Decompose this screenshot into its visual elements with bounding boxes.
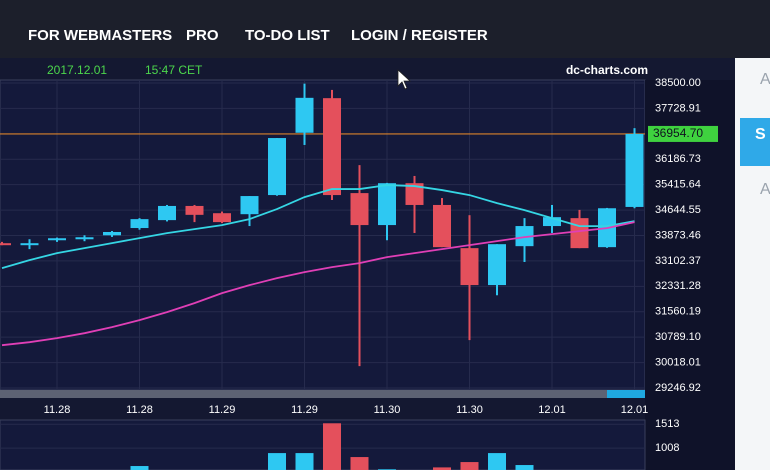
axes: 38500.00 37728.91 36186.73 35415.64 34644.55… xyxy=(44,77,718,454)
moving-average xyxy=(1,184,635,270)
y-tick-label: 34644.55 xyxy=(655,204,701,216)
candle-body xyxy=(213,213,231,223)
volume-tick-label: 1008 xyxy=(655,442,679,454)
candle-body xyxy=(570,218,589,249)
y-tick-label: 33102.37 xyxy=(655,255,701,267)
x-tick-label: 11.30 xyxy=(374,404,401,416)
candle-body xyxy=(460,248,479,286)
volume-bar xyxy=(460,462,479,470)
volume-bar xyxy=(488,453,506,470)
side-text: A xyxy=(760,181,770,198)
candle-body xyxy=(350,193,369,226)
volume-bar xyxy=(295,453,314,470)
volume-bar xyxy=(323,423,341,470)
candle-body xyxy=(0,243,11,246)
nav-link[interactable]: FOR WEBMASTERS xyxy=(28,27,172,44)
candle-body xyxy=(323,98,341,196)
side-button-text[interactable]: S xyxy=(755,126,766,143)
scrollbar[interactable] xyxy=(0,390,645,398)
nav-link[interactable]: PRO xyxy=(186,27,219,44)
cursor xyxy=(397,69,412,90)
x-tick-label: 11.28 xyxy=(44,404,71,416)
nav-link[interactable]: TO-DO LIST xyxy=(245,27,330,44)
volume-bar xyxy=(350,457,369,470)
y-tick-label: 38500.00 xyxy=(655,77,701,89)
candle-body xyxy=(405,183,424,205)
y-tick-label: 35415.64 xyxy=(655,179,701,191)
x-tick-label: 11.28 xyxy=(126,404,153,416)
y-tick-label: 30789.10 xyxy=(655,331,701,343)
current-price-box xyxy=(648,125,718,142)
plot xyxy=(0,80,645,390)
volume-bar xyxy=(433,467,451,470)
volume-bar xyxy=(268,453,286,470)
price-axis xyxy=(645,80,735,470)
current-price-label: 36954.70 xyxy=(653,126,703,140)
volume-area xyxy=(0,419,646,470)
candle-body xyxy=(20,243,39,246)
candle-body xyxy=(48,238,66,241)
candle-body xyxy=(625,133,644,207)
candle-body xyxy=(185,205,204,215)
x-tick-label: 11.29 xyxy=(291,404,318,416)
candle-body xyxy=(543,217,561,227)
candle-body xyxy=(268,138,286,196)
x-tick-label: 11.29 xyxy=(209,404,236,416)
y-tick-label: 37728.91 xyxy=(655,102,701,114)
moving-average xyxy=(1,221,635,347)
nav-link[interactable]: LOGIN / REGISTER xyxy=(351,27,488,44)
candle-body xyxy=(433,204,451,248)
candle-body xyxy=(515,226,534,247)
volume-bar xyxy=(515,465,534,470)
candle-body xyxy=(378,183,396,226)
candle-body xyxy=(488,244,506,286)
header-site: dc-charts.com xyxy=(566,63,648,77)
x-tick-label: 12.01 xyxy=(621,404,649,416)
y-tick-label: 31560.19 xyxy=(655,306,701,318)
candle-body xyxy=(295,97,314,133)
y-tick-label: 32331.28 xyxy=(655,280,701,292)
y-tick-label: 29246.92 xyxy=(655,382,701,394)
scrollbar-thumb[interactable] xyxy=(607,390,645,398)
candle-body xyxy=(130,219,149,229)
candle-body xyxy=(158,205,176,221)
volume-bar xyxy=(130,466,149,470)
y-tick-label: 36186.73 xyxy=(655,153,701,165)
candle-body xyxy=(240,196,259,215)
candle-body xyxy=(103,231,121,236)
header-time: 15:47 CET xyxy=(145,63,203,77)
side-button[interactable] xyxy=(740,118,770,166)
header-date: 2017.12.01 xyxy=(47,63,107,77)
candle-body xyxy=(75,237,94,240)
x-tick-label: 11.30 xyxy=(456,404,483,416)
y-tick-label: 30018.01 xyxy=(655,356,701,368)
x-tick-label: 12.01 xyxy=(538,404,566,416)
nav-bar xyxy=(0,0,770,58)
y-tick-label: 33873.46 xyxy=(655,229,701,241)
volume-tick-label: 1513 xyxy=(655,418,679,430)
side-text: A xyxy=(760,71,770,88)
